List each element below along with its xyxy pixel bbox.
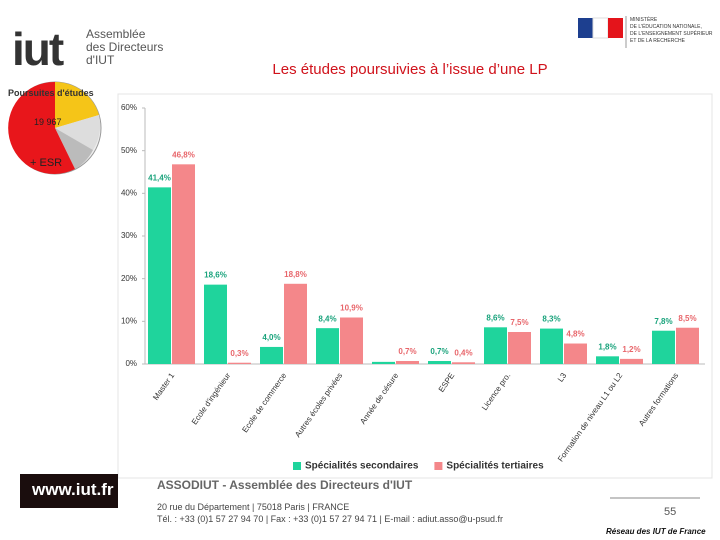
bar	[540, 328, 563, 364]
value-label: 8,6%	[486, 313, 504, 322]
x-tick-label: L3	[556, 371, 569, 384]
bar	[564, 343, 587, 364]
inset-title: Poursuites d'études	[8, 88, 94, 98]
bar	[148, 187, 171, 364]
x-tick-label: Autres écoles privées	[293, 371, 344, 439]
ministry-line: MINISTÈRE	[630, 17, 658, 23]
x-tick-label: ESPE	[437, 371, 457, 394]
value-label: 4,8%	[566, 330, 584, 339]
x-tick-label: Autres formations	[637, 371, 680, 428]
logo-line: des Directeurs	[86, 40, 164, 54]
value-label: 0,7%	[430, 347, 448, 356]
ministry-line: DE L'ENSEIGNEMENT SUPÉRIEUR	[630, 31, 713, 37]
chart-title: Les études poursuivies à l’issue d’une L…	[272, 61, 547, 78]
value-label: 10,9%	[340, 304, 363, 313]
y-tick-label: 20%	[121, 274, 137, 283]
site: www.iut.fr	[32, 480, 114, 499]
value-label: 18,8%	[284, 270, 307, 279]
legend-swatch	[434, 462, 443, 470]
ministry-line: DE L'ÉDUCATION NATIONALE,	[630, 24, 702, 30]
value-label: 8,5%	[678, 314, 696, 323]
bar	[260, 346, 283, 364]
value-label: 1,8%	[598, 342, 616, 351]
legend-label: Spécialités secondaires	[305, 461, 419, 472]
y-tick-label: 60%	[121, 103, 137, 112]
value-label: 0,3%	[230, 349, 248, 358]
bar	[676, 327, 699, 364]
logo-subtitle: Assemblée des Directeurs d'IUT	[86, 28, 163, 67]
ministry: MINISTÈRE DE L'ÉDUCATION NATIONALE, DE L…	[630, 17, 713, 45]
bar	[172, 164, 195, 364]
value-label: 18,6%	[204, 271, 227, 280]
x-tick-label: Ecole de commerce	[240, 371, 288, 435]
value-label: 4,0%	[262, 333, 280, 342]
value-label: 8,3%	[542, 315, 560, 324]
value-label: 1,2%	[622, 345, 640, 354]
bar	[508, 332, 531, 364]
y-tick-label: 0%	[125, 359, 137, 368]
y-tick-label: 40%	[121, 188, 137, 197]
logo-line: d'IUT	[86, 53, 115, 67]
bar	[284, 283, 307, 364]
x-tick-label: Licence pro.	[480, 371, 512, 412]
bar	[652, 330, 675, 364]
contact: Tél. : +33 (0)1 57 27 94 70 | Fax : +33 …	[157, 514, 504, 524]
bar	[372, 361, 395, 364]
bar	[204, 284, 227, 364]
ministry-logo	[578, 16, 627, 48]
bar	[620, 358, 643, 364]
inset-note: + ESR	[30, 157, 63, 169]
value-label: 46,8%	[172, 150, 195, 159]
inset-count: 19 967	[34, 117, 62, 127]
network: Réseau des IUT de France	[606, 527, 706, 536]
value-label: 8,4%	[318, 314, 336, 323]
value-label: 0,4%	[454, 348, 472, 357]
legend-label: Spécialités tertiaires	[446, 461, 544, 472]
y-tick-label: 10%	[121, 316, 137, 325]
value-label: 0,7%	[398, 347, 416, 356]
x-tick-label: Année de césure	[358, 371, 400, 426]
site-box	[20, 474, 118, 508]
org: ASSODIUT - Assemblée des Directeurs d'IU…	[157, 478, 413, 492]
value-label: 7,5%	[510, 318, 528, 327]
logo-line: Assemblée	[86, 27, 146, 41]
legend-swatch	[293, 462, 301, 470]
x-tick-label: Master 1	[151, 371, 177, 402]
bar	[484, 327, 507, 364]
ministry-line: ET DE LA RECHERCHE	[630, 38, 685, 44]
y-tick-label: 50%	[121, 146, 137, 155]
bar	[340, 317, 363, 364]
inset-pie	[8, 81, 102, 175]
value-label: 41,4%	[148, 173, 171, 182]
value-label: 7,8%	[654, 317, 672, 326]
bar	[452, 362, 475, 364]
bar	[596, 356, 619, 364]
chart-frame	[117, 93, 713, 479]
bar	[316, 328, 339, 364]
address: 20 rue du Département | 75018 Paris | FR…	[157, 502, 350, 512]
x-tick-label: Formation de niveau L1 ou L2	[556, 371, 625, 464]
bar	[228, 362, 251, 364]
page-number: 55	[664, 506, 677, 518]
bar	[428, 361, 451, 364]
x-tick-label: Ecole d'ingénieur	[190, 371, 233, 427]
logo: iut	[12, 23, 64, 75]
y-tick-label: 30%	[121, 231, 137, 240]
bar	[396, 361, 419, 364]
